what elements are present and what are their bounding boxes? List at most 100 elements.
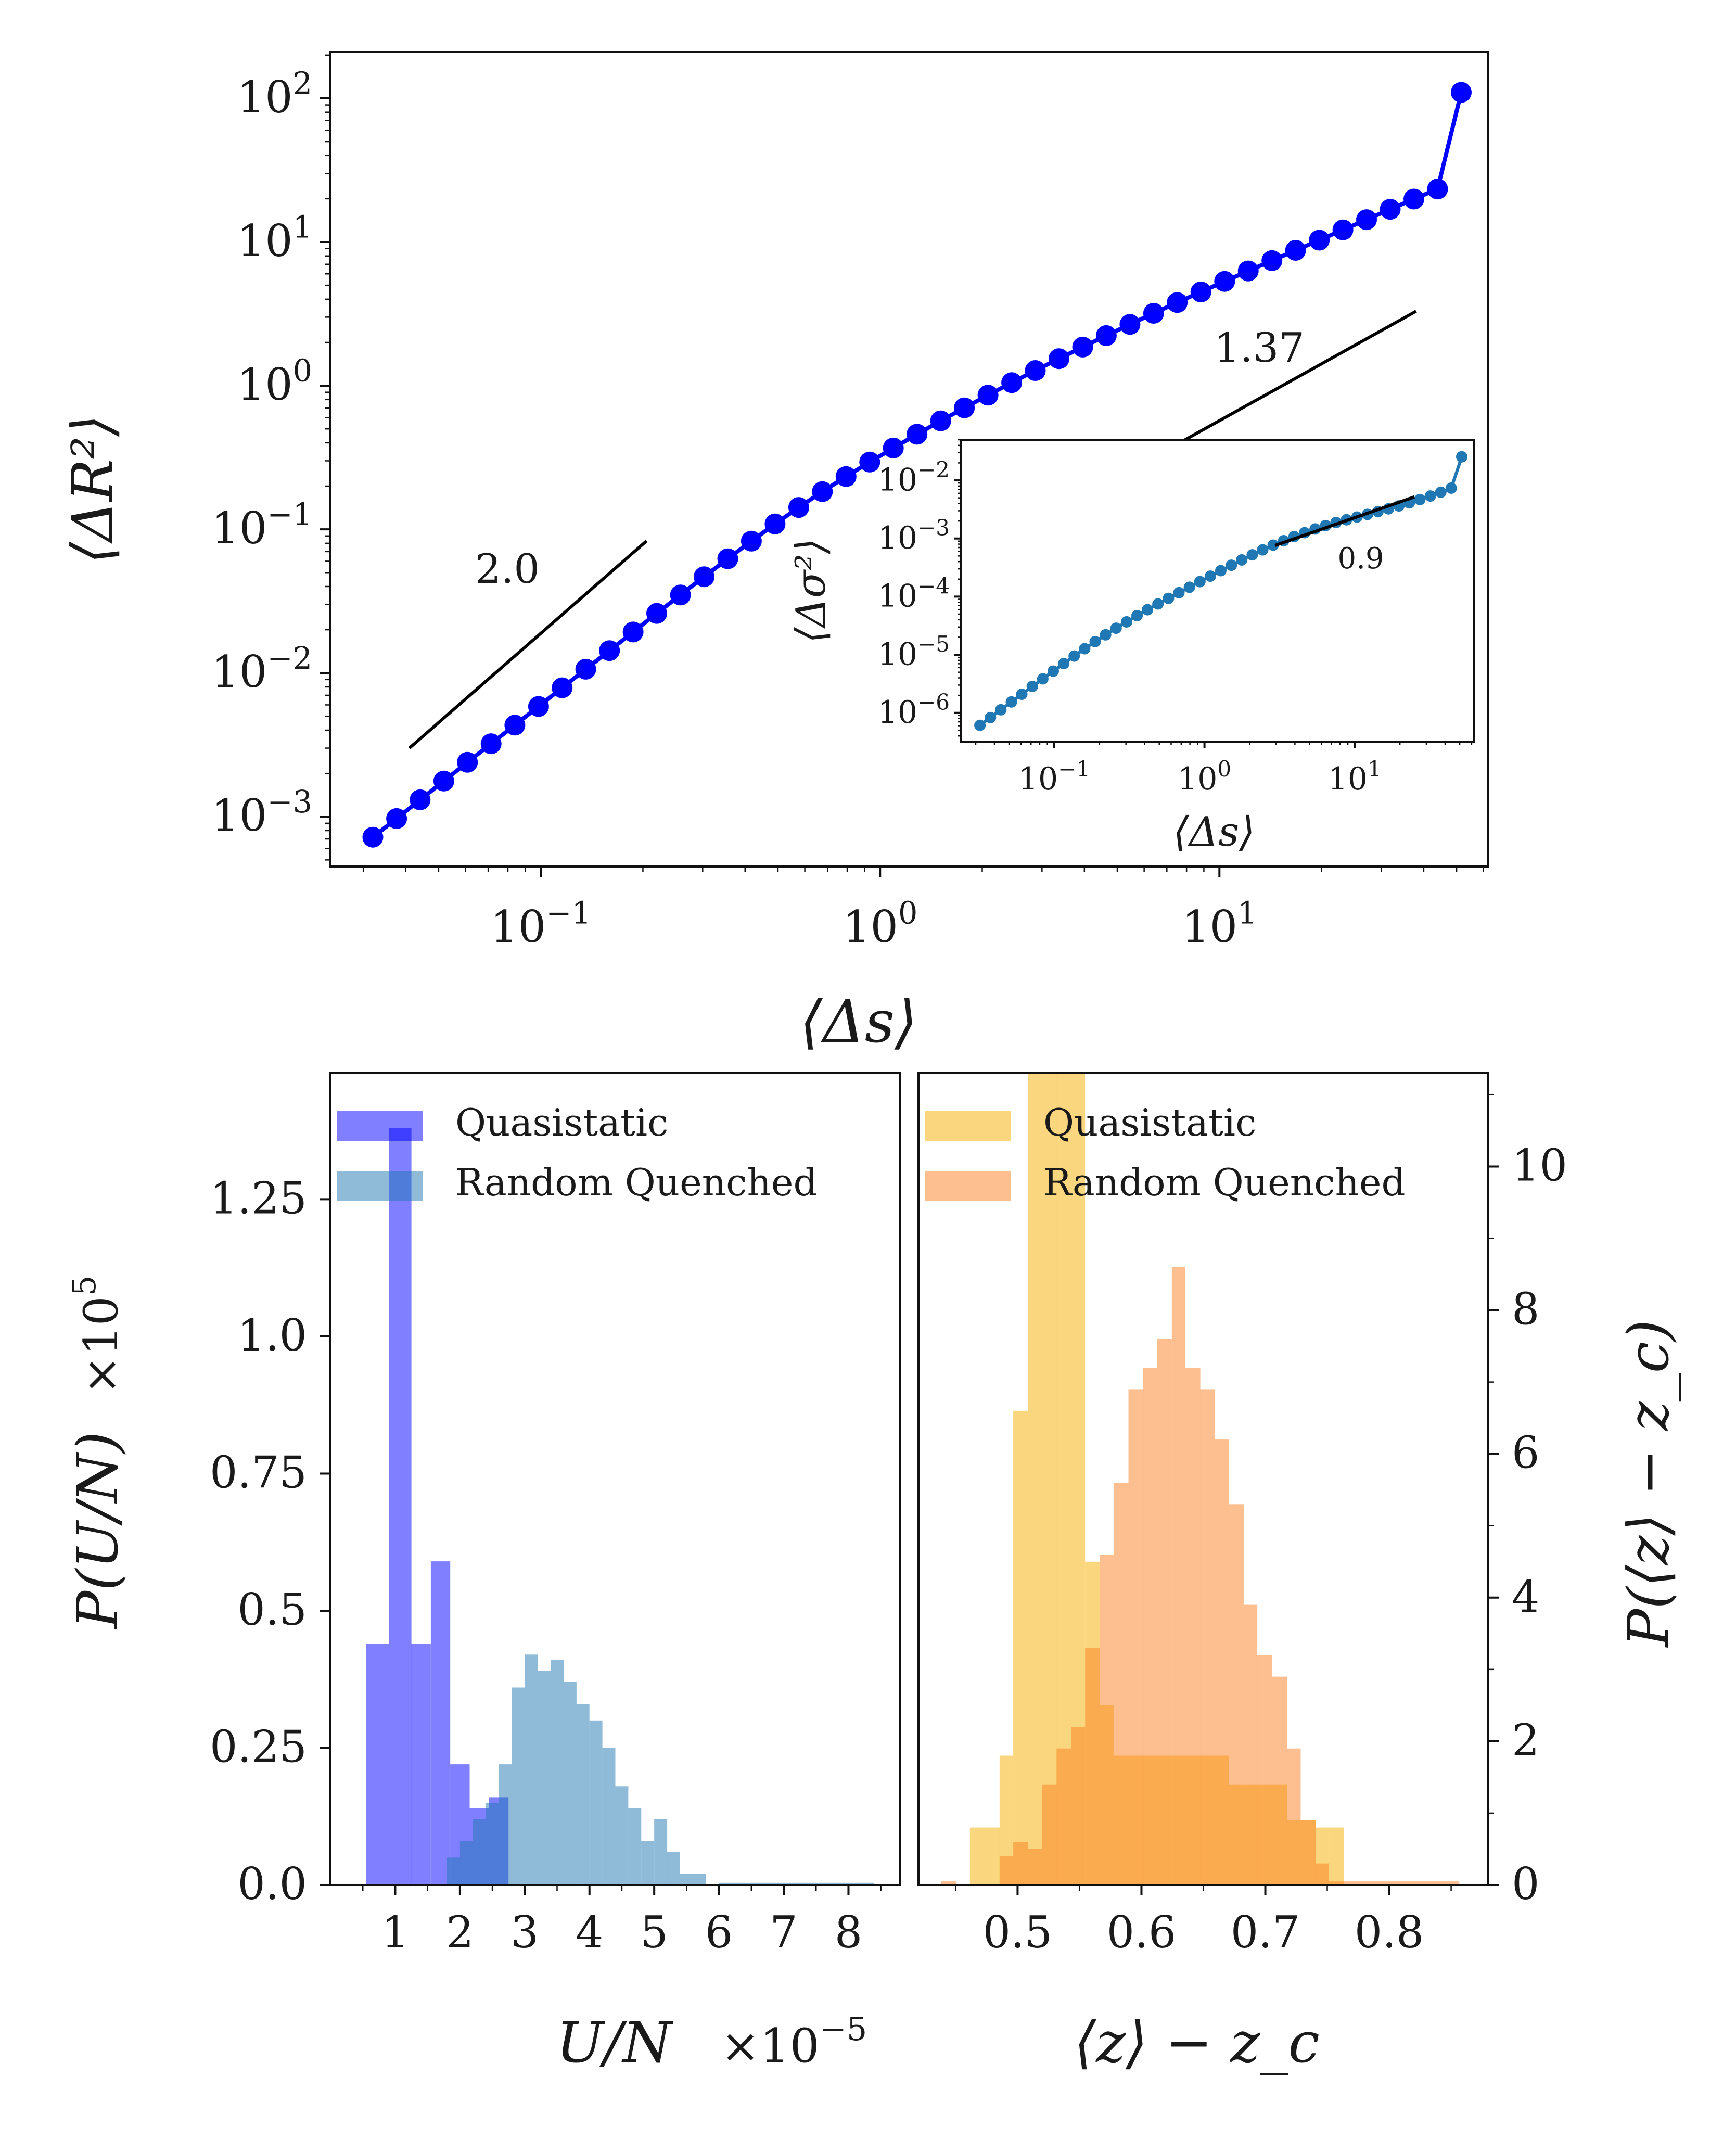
energy-bar-random-quenched — [459, 1841, 473, 1885]
energy-bar-random-quenched — [771, 1882, 784, 1885]
legend-label-random-quenched: Random Quenched — [455, 1161, 818, 1204]
inset-y-tick-base: 10 — [878, 636, 917, 672]
contacts-x-ticks: 0.5 0.6 0.7 0.8 — [955, 1885, 1452, 1958]
msd-x-ticks: 10−1 100 101 — [362, 867, 1484, 952]
msd-point — [480, 733, 502, 755]
inset-x-tick-base: 10 — [1018, 761, 1058, 797]
msd-series — [362, 82, 1472, 848]
inset-point — [1068, 650, 1080, 662]
msd-y-tick-exp: 2 — [293, 66, 312, 101]
energy-bar-random-quenched — [473, 1819, 486, 1885]
msd-y-tick-base: 10 — [211, 790, 267, 841]
inset-x-tick-exp: 1 — [1368, 756, 1382, 782]
energy-bar-quasistatic — [430, 1561, 451, 1885]
contacts-histogram-chart: 0.5 0.6 0.7 0.8 0 2 4 6 8 10 Quasistatic Random … — [917, 1072, 1681, 2075]
inset-point — [1152, 598, 1164, 610]
msd-x-tick-base: 10 — [843, 901, 898, 952]
msd-point — [883, 437, 904, 458]
contacts-bar-quasistatic — [1028, 1073, 1042, 1885]
energy-histogram-bars — [366, 1128, 875, 1885]
msd-point — [1049, 348, 1069, 370]
contacts-bar-random-quenched — [999, 1856, 1014, 1885]
contacts-bar-random-quenched — [1085, 1648, 1100, 1885]
energy-bar-random-quenched — [525, 1654, 538, 1885]
slope-guide-line — [1274, 495, 1415, 547]
msd-point — [741, 530, 762, 552]
msd-y-tick-exp: 1 — [293, 209, 312, 245]
slope-label-1-37: 1.37 — [1214, 325, 1305, 372]
energy-legend: Quasistatic Random Quenched — [337, 1101, 818, 1204]
contacts-bar-random-quenched — [1171, 1267, 1185, 1885]
slope-label-0-9: 0.9 — [1337, 542, 1384, 576]
contacts-histogram-bars — [941, 1073, 1460, 1885]
msd-x-tick-exp: 1 — [1237, 895, 1257, 931]
msd-point — [1190, 282, 1211, 302]
msd-point — [433, 770, 454, 792]
contacts-legend: Quasistatic Random Quenched — [925, 1101, 1406, 1204]
energy-y-ticks: 0.0 0.25 0.5 0.75 1.0 1.25 — [210, 1173, 330, 1909]
inset-x-tick-exp: 0 — [1217, 756, 1231, 782]
energy-bar-quasistatic — [366, 1644, 389, 1885]
inset-x-axis-label: ⟨Δs⟩ — [1173, 809, 1255, 856]
msd-point — [1001, 372, 1023, 393]
energy-x-tick-label: 4 — [576, 1907, 603, 1958]
msd-y-tick-base: 10 — [237, 359, 293, 410]
inset-point — [1037, 673, 1049, 685]
inset-y-tick-exp: −2 — [917, 457, 950, 482]
msd-point — [1309, 230, 1330, 251]
energy-y-label-text: P(U/N) — [66, 1432, 131, 1630]
inset-y-tick-base: 10 — [878, 694, 917, 731]
inset-point — [1445, 482, 1457, 494]
msd-point — [386, 808, 407, 829]
contacts-bar-random-quenched — [1100, 1555, 1114, 1885]
inset-series — [974, 451, 1467, 731]
energy-bar-random-quenched — [602, 1748, 616, 1885]
msd-y-tick-base: 10 — [237, 215, 293, 266]
energy-bar-random-quenched — [693, 1874, 706, 1885]
energy-y-tick-label: 0.25 — [210, 1721, 307, 1772]
inset-point — [1257, 544, 1269, 556]
contacts-x-axis-label: ⟨z⟩ − z_c — [1074, 2010, 1320, 2075]
energy-x-tick-label: 2 — [446, 1907, 474, 1958]
inset-x-tick-base: 10 — [1328, 761, 1368, 797]
inset-point — [1424, 490, 1436, 502]
energy-y-tick-label: 0.75 — [210, 1447, 307, 1498]
msd-point — [1261, 250, 1283, 271]
energy-y-tick-label: 1.25 — [210, 1173, 307, 1224]
legend-label-quasistatic-contacts: Quasistatic — [1043, 1101, 1256, 1144]
contacts-bar-random-quenched — [1013, 1842, 1028, 1885]
msd-point — [575, 658, 596, 680]
inset-y-ticks: 10−610−510−410−310−2 — [878, 439, 961, 737]
msd-point — [977, 385, 999, 406]
inset-point — [1194, 576, 1206, 588]
msd-point — [788, 497, 809, 518]
msd-point — [599, 640, 620, 661]
inset-point — [1236, 554, 1248, 566]
energy-bar-random-quenched — [512, 1687, 525, 1885]
msd-point — [1356, 209, 1377, 231]
msd-y-tick-base: 10 — [211, 503, 267, 554]
contacts-bar-random-quenched — [1185, 1368, 1201, 1885]
inset-point — [1435, 486, 1447, 498]
contacts-bar-random-quenched — [1431, 1881, 1445, 1885]
msd-x-tick-base: 10 — [490, 901, 546, 952]
energy-y-multiplier-base: ×10 — [74, 1296, 129, 1395]
energy-bar-random-quenched — [796, 1882, 810, 1885]
inset-point — [1079, 643, 1091, 655]
msd-y-tick-label: 10−2 — [211, 640, 312, 697]
msd-point — [1095, 325, 1117, 346]
energy-bar-random-quenched — [667, 1852, 680, 1885]
msd-point — [1403, 188, 1424, 210]
msd-y-tick-exp: −1 — [267, 496, 312, 532]
msd-point — [622, 621, 644, 643]
msd-point — [835, 466, 857, 487]
msd-y-tick-label: 102 — [237, 66, 312, 123]
msd-x-tick-exp: −1 — [546, 895, 591, 931]
contacts-bar-random-quenched — [1344, 1881, 1359, 1885]
inset-y-tick-base: 10 — [878, 520, 917, 556]
contacts-x-tick-label: 0.7 — [1231, 1907, 1300, 1958]
energy-bar-random-quenched — [848, 1882, 862, 1885]
msd-point — [1119, 314, 1141, 335]
